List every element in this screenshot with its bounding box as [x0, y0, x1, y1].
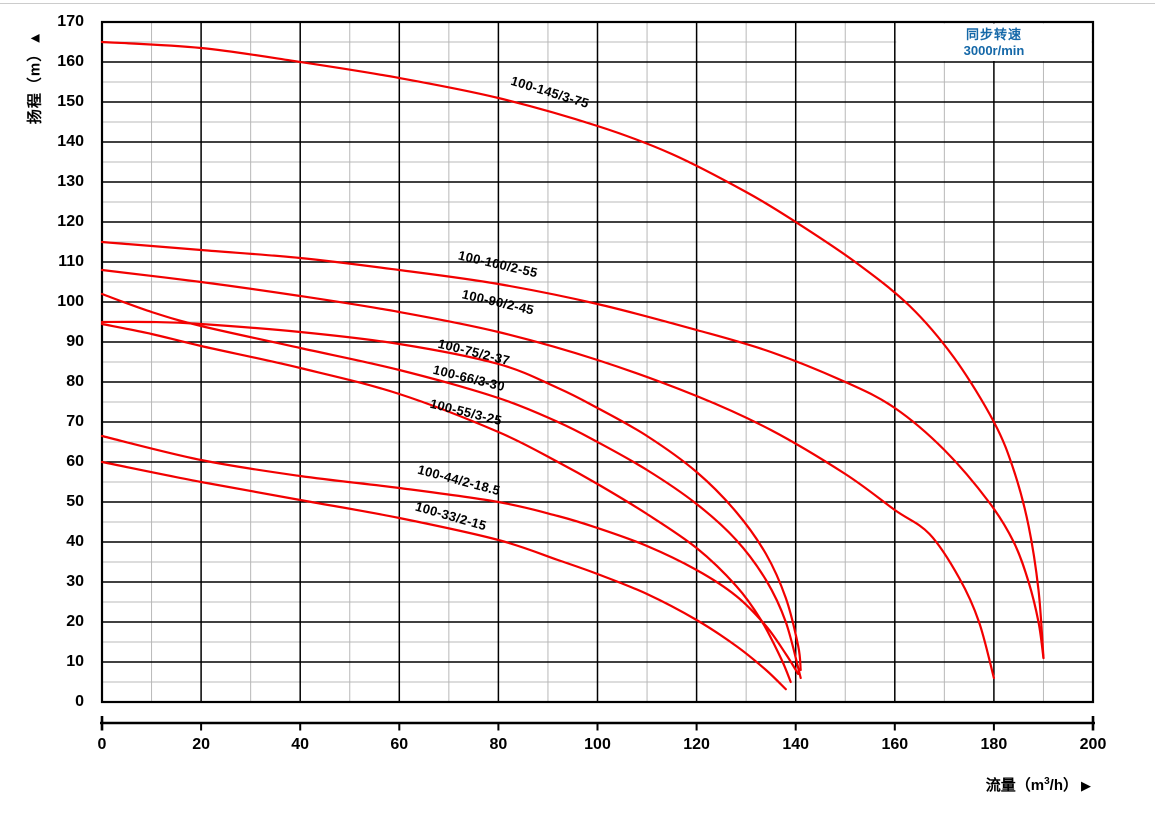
x-axis-title-post: /h）	[1049, 777, 1078, 794]
x-tick-label: 40	[291, 736, 310, 753]
y-tick-label: 0	[75, 693, 84, 710]
y-tick-label: 40	[66, 533, 84, 550]
y-tick-label: 100	[57, 293, 84, 310]
pump-curve-100-100-2-55	[100, 240, 1045, 660]
x-tick-label: 160	[881, 736, 909, 753]
x-tick-label: 180	[980, 736, 1008, 753]
pump-curve-100-55-3-25	[100, 322, 792, 684]
pump-curve-100-90-2-45	[100, 268, 995, 680]
x-tick-label: 80	[489, 736, 508, 753]
x-tick-label: 200	[1079, 736, 1107, 753]
pump-curve-100-145-3-75	[100, 40, 1045, 660]
legend-line1: 同步转速	[965, 26, 1022, 42]
x-axis-title: 流量（m3/h） ▶	[986, 774, 1091, 795]
y-tick-label: 10	[66, 653, 84, 670]
y-tick-label: 50	[66, 493, 84, 510]
x-axis-title-sup: 3	[1044, 776, 1050, 787]
right-arrow-icon: ▶	[1081, 778, 1091, 793]
y-tick-label: 30	[66, 573, 84, 590]
x-tick-label: 100	[584, 736, 611, 753]
pump-curve-100-75-2-37	[100, 320, 802, 672]
page-top-rule	[0, 3, 1155, 4]
y-tick-label: 150	[57, 93, 84, 110]
y-tick-label: 70	[66, 413, 84, 430]
y-tick-label: 80	[66, 373, 84, 390]
x-tick-label: 60	[390, 736, 409, 753]
y-tick-label: 90	[66, 333, 84, 350]
pump-curve-100-44-2-18-5	[100, 434, 800, 676]
y-tick-label: 140	[57, 133, 84, 150]
y-tick-label: 120	[57, 213, 84, 230]
x-axis-title-pre: 流量（m	[985, 777, 1045, 794]
y-tick-label: 130	[57, 173, 84, 190]
pump-curve-100-33-2-15	[100, 460, 787, 691]
plot-border	[100, 20, 1095, 704]
y-tick-label: 170	[57, 13, 84, 30]
x-tick-label: 140	[782, 736, 810, 753]
legend-line2: 3000r/min	[963, 42, 1025, 58]
x-tick-label: 0	[97, 736, 107, 753]
x-tick-label: 120	[683, 736, 710, 753]
x-tick-label: 20	[192, 736, 210, 753]
pump-curve-100-66-3-30	[100, 292, 802, 680]
y-tick-label: 110	[58, 253, 84, 270]
y-tick-label: 160	[57, 53, 84, 70]
legend-speed: 同步转速 3000r/min	[897, 23, 1091, 61]
y-tick-label: 60	[66, 453, 84, 470]
y-tick-label: 20	[66, 613, 84, 630]
